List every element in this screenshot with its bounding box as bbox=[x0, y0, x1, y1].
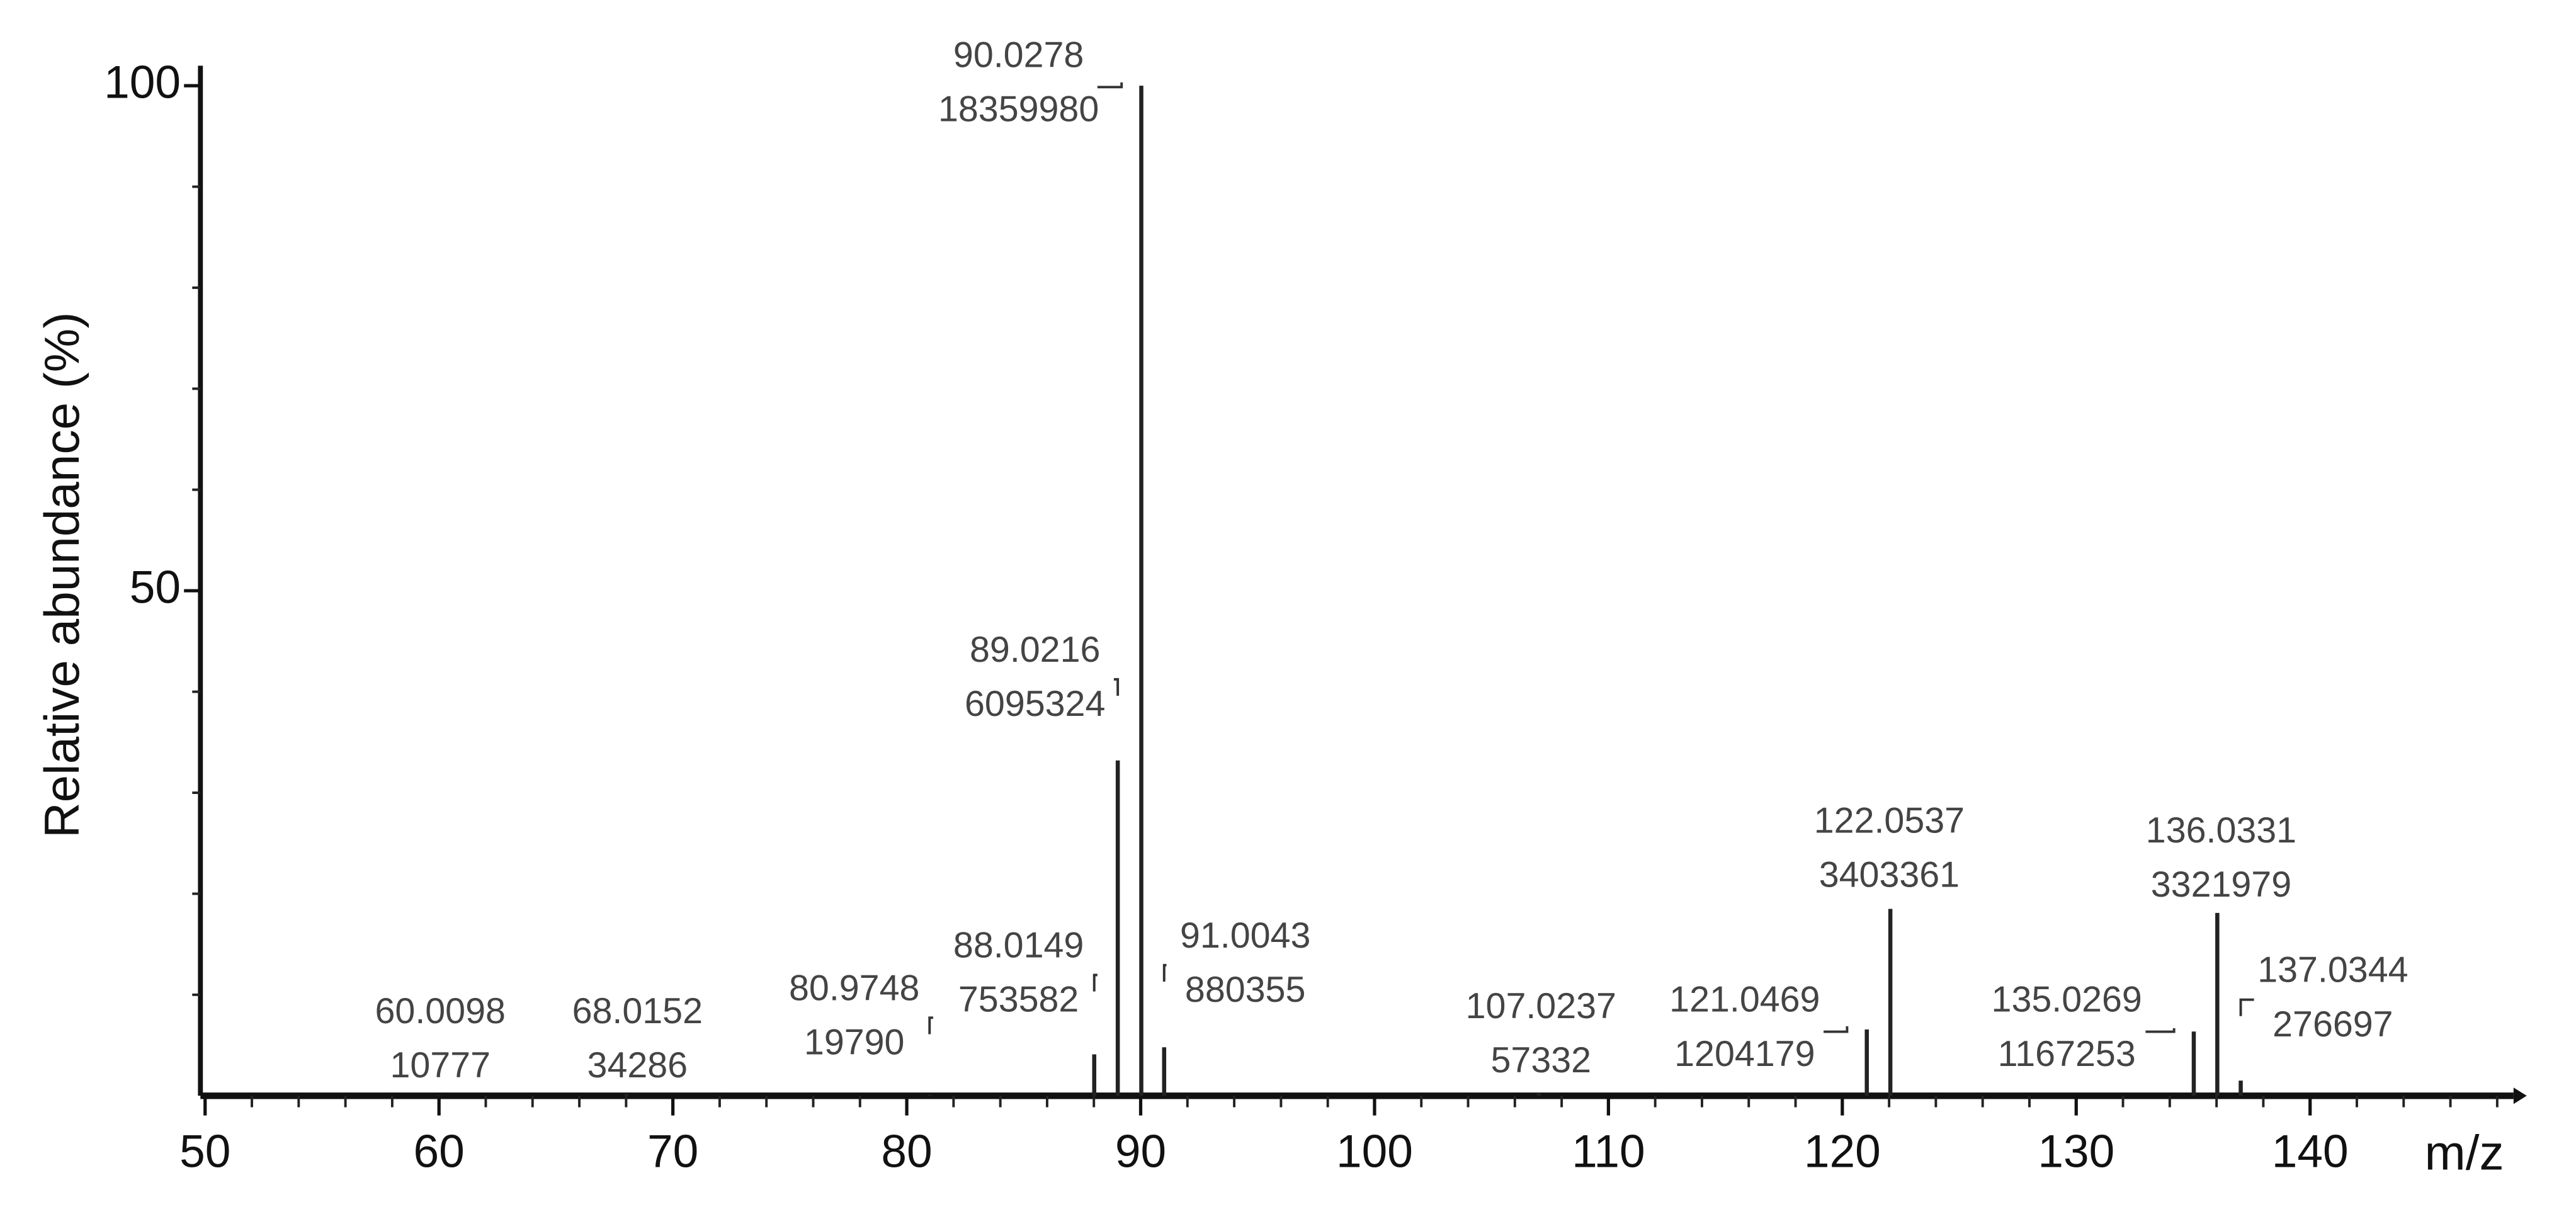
peak-intensity-label: 1167253 bbox=[1998, 1034, 2136, 1074]
peak-intensity-label: 1204179 bbox=[1674, 1034, 1815, 1074]
leader-line bbox=[1824, 1026, 1849, 1033]
peak-intensity-label: 6095324 bbox=[965, 684, 1105, 724]
x-axis-arrow bbox=[2513, 1087, 2527, 1104]
peak-mz-label: 137.0344 bbox=[2257, 950, 2408, 990]
x-tick-label: 60 bbox=[414, 1126, 465, 1177]
x-tick-label: 120 bbox=[1804, 1126, 1881, 1177]
x-tick-label: 80 bbox=[881, 1126, 932, 1177]
leader-line bbox=[1097, 82, 1123, 89]
y-axis-title: Relative abundance (%) bbox=[34, 312, 89, 838]
peak-mz-label: 91.0043 bbox=[1180, 916, 1310, 956]
peak-mz-label: 60.0098 bbox=[375, 991, 506, 1031]
leader-line bbox=[2145, 1028, 2176, 1033]
peak-mz-label: 107.0237 bbox=[1466, 986, 1616, 1026]
peak-mz-label: 121.0469 bbox=[1669, 980, 1820, 1020]
peak-mz-label: 89.0216 bbox=[970, 630, 1100, 670]
peak-mz-label: 90.0278 bbox=[953, 35, 1084, 76]
x-tick-label: 100 bbox=[1336, 1126, 1413, 1177]
peak-intensity-label: 19790 bbox=[804, 1023, 905, 1063]
peak-intensity-label: 753582 bbox=[958, 980, 1079, 1020]
peak-intensity-label: 18359980 bbox=[938, 89, 1099, 130]
x-tick-label: 50 bbox=[179, 1126, 230, 1177]
peak-intensity-label: 10777 bbox=[390, 1045, 491, 1086]
leader-line bbox=[2239, 998, 2254, 1016]
x-tick-label: 130 bbox=[2038, 1126, 2114, 1177]
y-tick-label: 100 bbox=[104, 57, 181, 108]
peak-intensity-label: 57332 bbox=[1491, 1040, 1592, 1080]
peak-intensity-label: 34286 bbox=[587, 1045, 688, 1086]
peak-mz-label: 135.0269 bbox=[1992, 980, 2142, 1020]
peak-intensity-label: 3321979 bbox=[2151, 865, 2291, 905]
peak-mz-label: 80.9748 bbox=[789, 968, 919, 1008]
peak-mz-label: 88.0149 bbox=[953, 926, 1084, 966]
x-tick-label: 140 bbox=[2272, 1126, 2349, 1177]
peak-intensity-label: 3403361 bbox=[1819, 854, 1960, 895]
x-axis-title: m/z bbox=[2425, 1125, 2504, 1180]
x-tick-label: 70 bbox=[647, 1126, 698, 1177]
y-tick-label: 50 bbox=[130, 562, 181, 613]
x-tick-label: 90 bbox=[1115, 1126, 1166, 1177]
leader-line bbox=[928, 1016, 933, 1035]
x-tick-label: 110 bbox=[1572, 1126, 1645, 1177]
peak-mz-label: 122.0537 bbox=[1814, 800, 1965, 841]
peak-intensity-label: 880355 bbox=[1185, 970, 1305, 1010]
leader-line bbox=[1162, 963, 1167, 982]
peak-mz-label: 136.0331 bbox=[2146, 810, 2296, 851]
leader-line bbox=[1092, 973, 1098, 992]
peak-mz-label: 68.0152 bbox=[572, 991, 703, 1031]
peak-intensity-label: 276697 bbox=[2272, 1004, 2393, 1045]
leader-line bbox=[1113, 678, 1120, 696]
